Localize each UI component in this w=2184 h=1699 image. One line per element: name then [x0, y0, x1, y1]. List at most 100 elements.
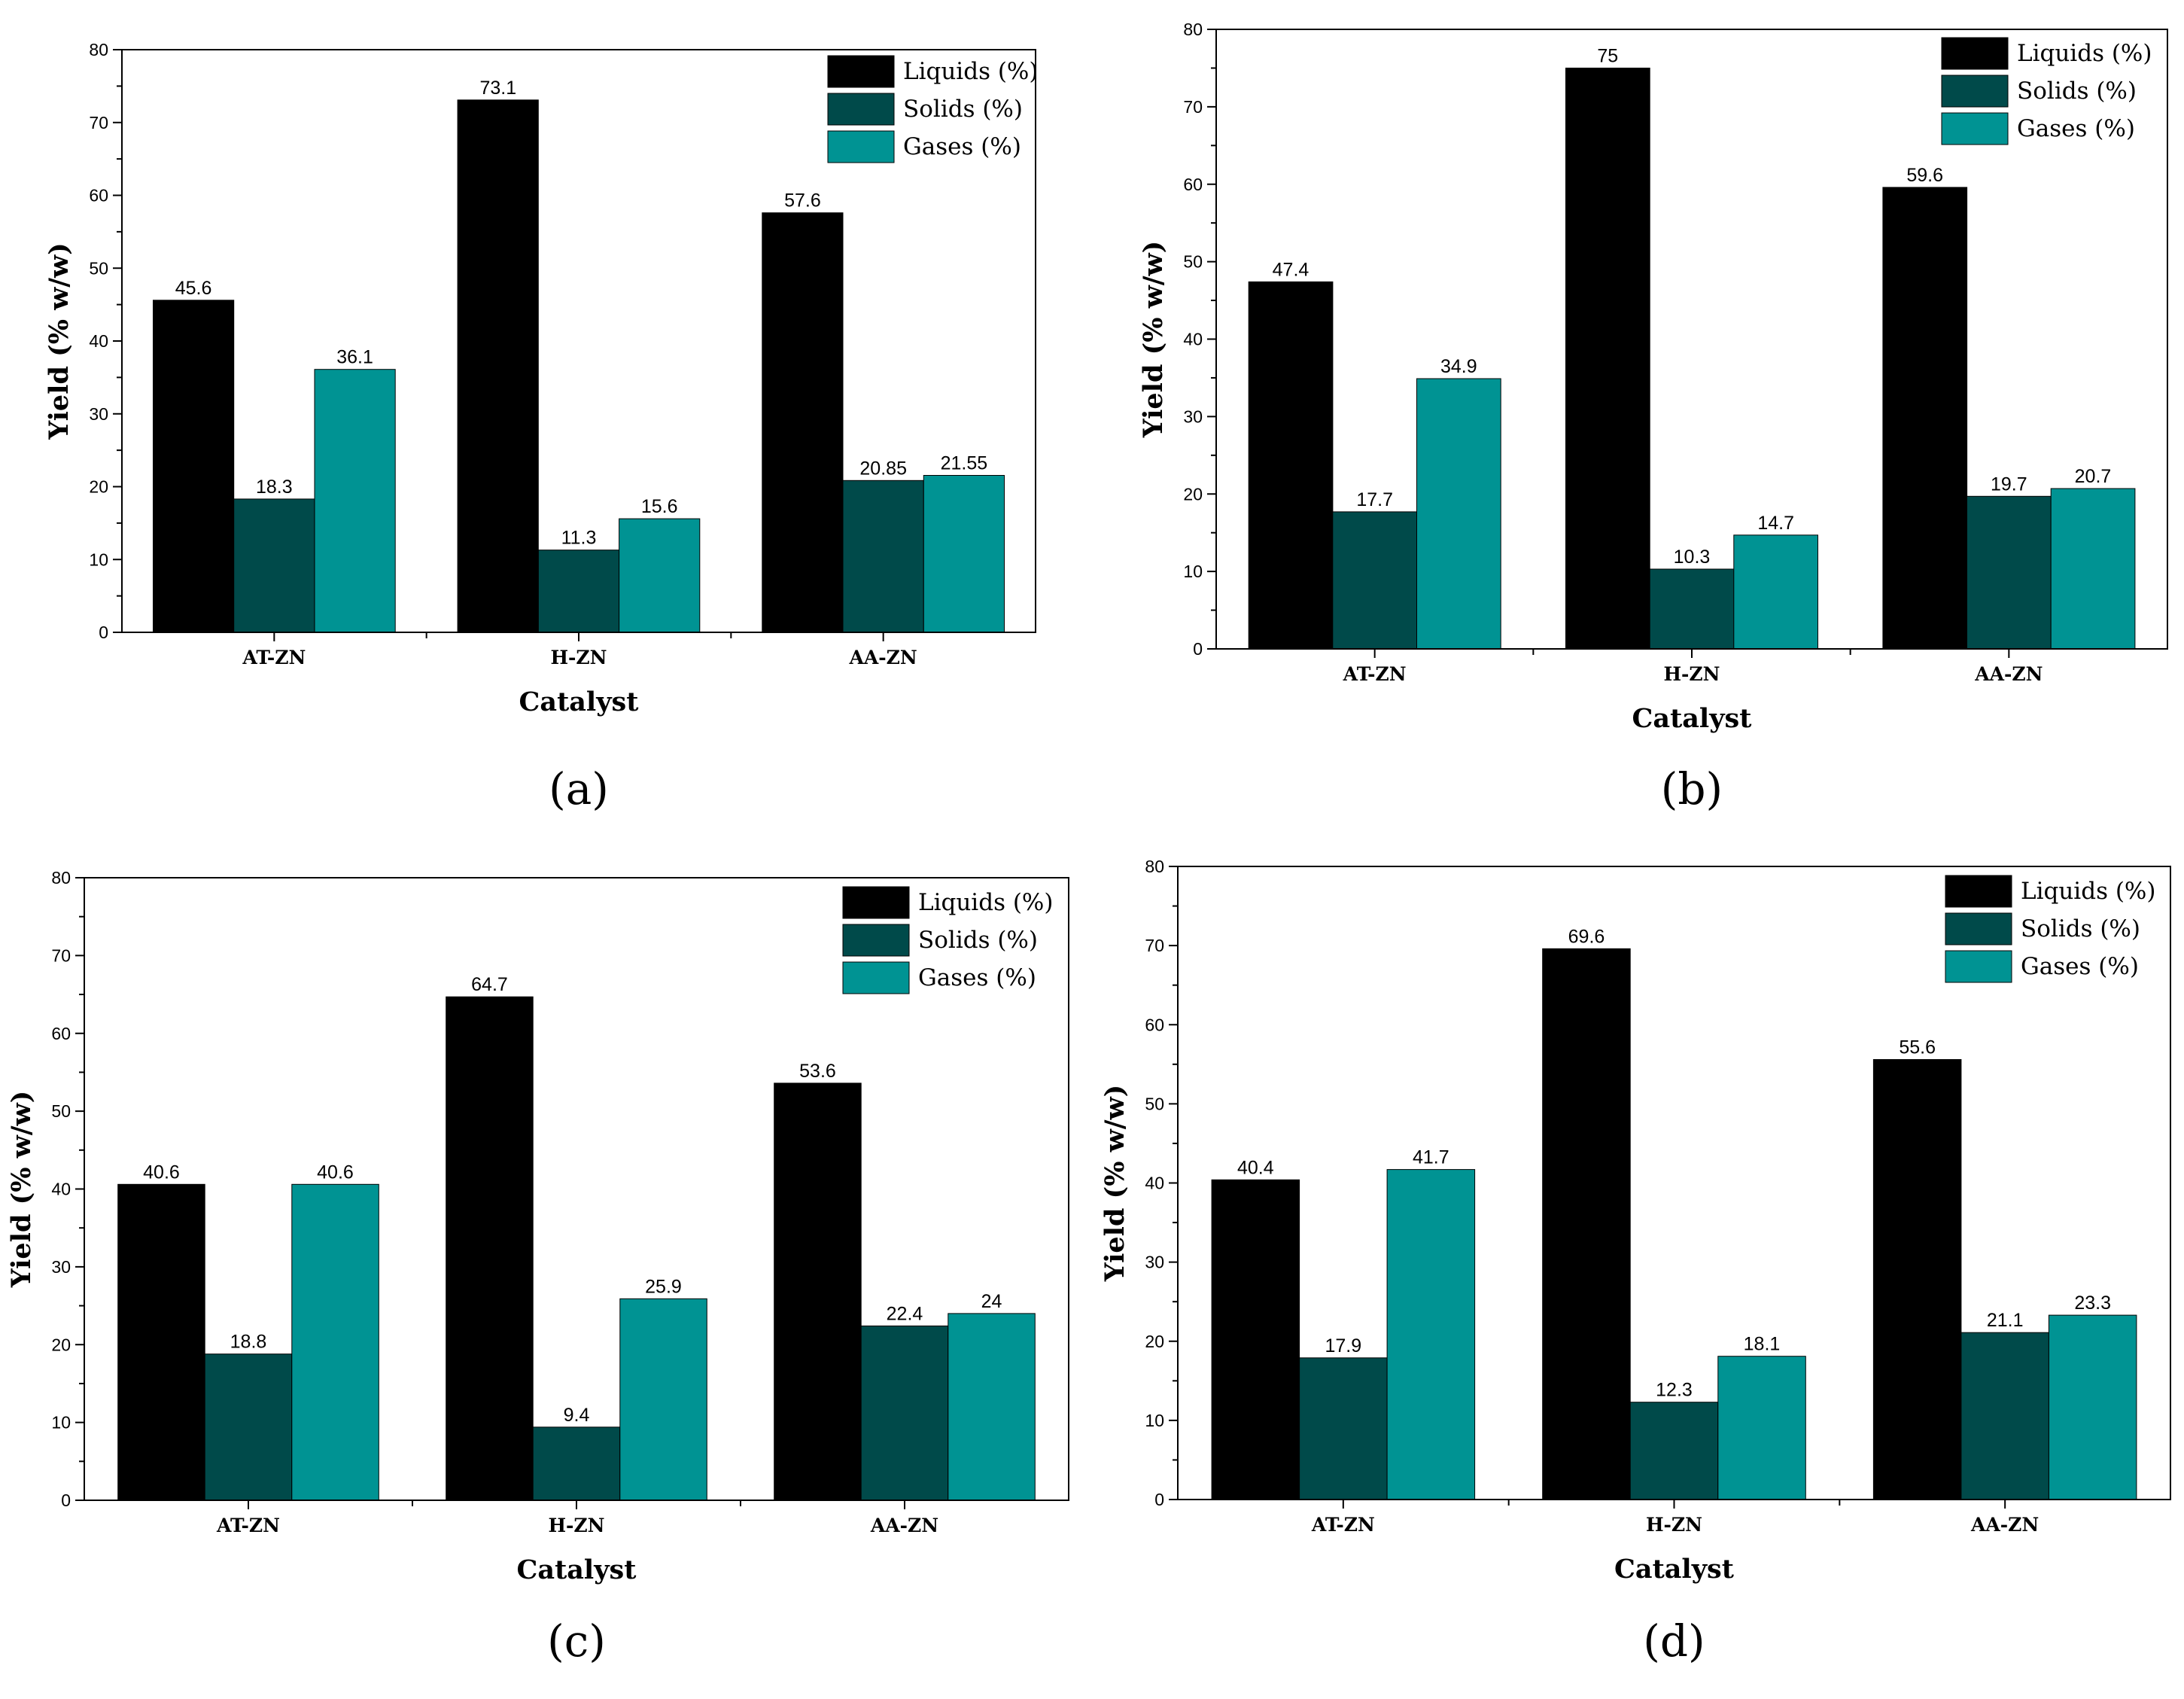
- x-tick-label: AT-ZN: [1311, 1514, 1375, 1536]
- data-label: 64.7: [471, 974, 508, 995]
- y-tick-label: 10: [1183, 562, 1203, 581]
- data-label: 15.6: [641, 496, 678, 517]
- x-tick-label: AA-ZN: [849, 647, 917, 668]
- y-tick-label: 70: [51, 945, 71, 965]
- x-tick-label: AA-ZN: [1970, 1514, 2039, 1536]
- x-tick-label: H-ZN: [1663, 663, 1720, 685]
- data-label: 40.4: [1237, 1157, 1274, 1178]
- data-label: 23.3: [2074, 1293, 2111, 1314]
- chart-panel-d: 40.4 69.6 55.6 17.9 12.3 21.1 41.7 18.1 23.3 0 10 2…: [1100, 857, 2171, 1667]
- legend-swatch-liquids: [842, 886, 910, 919]
- legend-label-liquids: Liquids (%): [918, 889, 1053, 916]
- data-label: 21.1: [1987, 1310, 2024, 1331]
- panel-label: (b): [1661, 763, 1723, 814]
- bar-liquids-aa-zn: [762, 212, 844, 633]
- data-label: 57.6: [784, 190, 821, 212]
- x-tick-label: AT-ZN: [1343, 663, 1407, 685]
- legend-swatch-solids: [1945, 912, 2012, 945]
- data-label: 36.1: [336, 347, 373, 368]
- y-tick-label: 40: [51, 1180, 71, 1199]
- x-tick-label: AT-ZN: [242, 647, 306, 668]
- bar-solids-at-zn: [1332, 511, 1418, 650]
- y-tick-label: 50: [51, 1101, 71, 1121]
- legend-label-gases: Gases (%): [2021, 953, 2139, 980]
- bar-liquids-h-zn: [457, 99, 539, 633]
- legend-swatch-gases: [842, 961, 910, 994]
- y-tick-label: 60: [51, 1024, 71, 1043]
- bar-liquids-at-zn: [1248, 281, 1334, 650]
- bar-gases-at-zn: [1416, 378, 1501, 650]
- x-tick-label: H-ZN: [548, 1515, 604, 1536]
- legend-swatch-solids: [842, 924, 910, 957]
- data-label: 17.9: [1325, 1335, 1361, 1356]
- data-label: 10.3: [1674, 547, 1711, 568]
- data-label: 53.6: [799, 1061, 836, 1082]
- data-label: 18.8: [230, 1332, 267, 1353]
- legend-label-solids: Solids (%): [903, 96, 1023, 123]
- bar-gases-h-zn: [1733, 534, 1819, 650]
- legend-label-gases: Gases (%): [2017, 115, 2135, 142]
- bar-solids-h-zn: [532, 1426, 621, 1501]
- bar-solids-at-zn: [233, 498, 315, 633]
- bar-liquids-at-zn: [1211, 1179, 1300, 1500]
- x-axis-title: Catalyst: [517, 1554, 637, 1585]
- bar-solids-aa-zn: [842, 480, 924, 633]
- bar-gases-aa-zn: [2048, 1314, 2137, 1500]
- legend-label-solids: Solids (%): [2021, 915, 2140, 942]
- bar-liquids-aa-zn: [1882, 187, 1968, 650]
- bar-solids-h-zn: [1629, 1402, 1719, 1500]
- y-tick-label: 40: [1183, 330, 1203, 349]
- bar-solids-at-zn: [204, 1353, 293, 1501]
- legend-swatch-gases: [1941, 112, 2009, 145]
- y-tick-label: 0: [1154, 1490, 1164, 1509]
- y-tick-label: 0: [61, 1490, 71, 1510]
- bar-liquids-at-zn: [153, 300, 235, 633]
- legend-label-liquids: Liquids (%): [2021, 878, 2155, 905]
- x-tick-label: AA-ZN: [870, 1515, 938, 1536]
- x-tick-label: AA-ZN: [1974, 663, 2043, 685]
- y-tick-label: 50: [89, 258, 108, 278]
- y-tick-label: 50: [1183, 252, 1203, 272]
- data-label: 25.9: [645, 1276, 682, 1297]
- legend-swatch-gases: [827, 130, 895, 163]
- y-tick-label: 50: [1145, 1094, 1164, 1113]
- data-label: 19.7: [1991, 473, 2027, 495]
- legend-label-liquids: Liquids (%): [2017, 40, 2152, 67]
- y-tick-label: 10: [89, 550, 108, 569]
- data-label: 20.85: [859, 458, 907, 479]
- y-tick-label: 40: [89, 331, 108, 351]
- data-label: 18.1: [1744, 1334, 1781, 1355]
- bar-liquids-aa-zn: [774, 1082, 862, 1501]
- legend-label-solids: Solids (%): [2017, 78, 2137, 105]
- panel-label: (d): [1643, 1615, 1705, 1667]
- y-tick-label: 80: [51, 868, 71, 888]
- y-tick-label: 10: [51, 1413, 71, 1433]
- legend: Liquids (%) Solids (%) Gases (%): [1945, 875, 2155, 983]
- y-tick-label: 60: [1145, 1015, 1164, 1034]
- data-label: 24: [981, 1291, 1002, 1312]
- legend-swatch-solids: [827, 93, 895, 126]
- bar-solids-aa-zn: [1967, 495, 2052, 650]
- y-tick-label: 10: [1145, 1411, 1164, 1430]
- legend-swatch-solids: [1941, 75, 2009, 108]
- x-axis-title: Catalyst: [1614, 1554, 1734, 1585]
- y-tick-label: 60: [1183, 175, 1203, 194]
- y-tick-label: 20: [51, 1335, 71, 1354]
- bar-gases-at-zn: [314, 369, 396, 633]
- data-label: 69.6: [1568, 926, 1605, 947]
- x-tick-label: H-ZN: [550, 647, 607, 668]
- data-label: 47.4: [1273, 259, 1309, 280]
- data-label: 20.7: [2075, 466, 2112, 487]
- data-label: 59.6: [1906, 165, 1943, 186]
- y-axis-title: Yield (% w/w): [1100, 1085, 1130, 1283]
- data-label: 12.3: [1656, 1380, 1693, 1401]
- legend-swatch-liquids: [1945, 875, 2012, 908]
- legend-label-solids: Solids (%): [918, 927, 1038, 954]
- legend-swatch-liquids: [1941, 37, 2009, 70]
- data-label: 17.7: [1356, 489, 1393, 510]
- bar-gases-at-zn: [291, 1183, 379, 1501]
- legend-label-gases: Gases (%): [918, 964, 1036, 991]
- data-label: 73.1: [479, 78, 516, 99]
- bar-liquids-h-zn: [1565, 67, 1650, 650]
